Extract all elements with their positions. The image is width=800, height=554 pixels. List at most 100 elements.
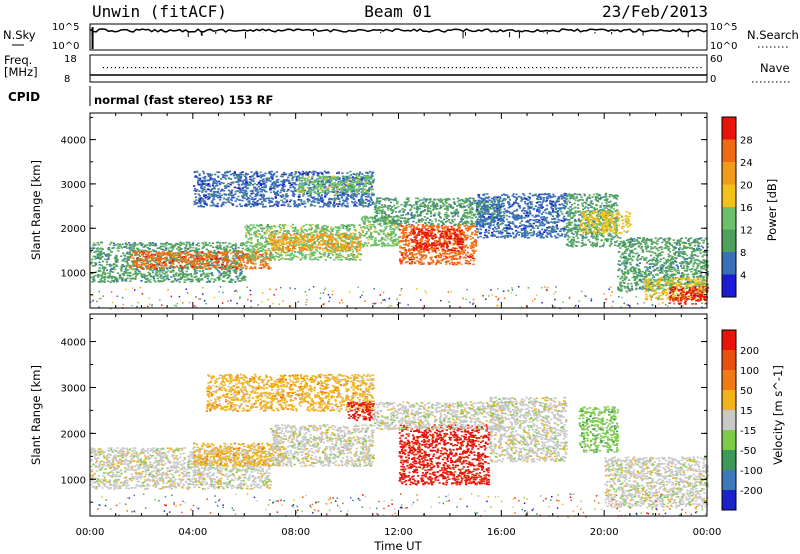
heatmap-cell-0-5 — [301, 189, 304, 191]
heatmap-cell-0-2 — [256, 240, 259, 243]
heatmap-cell-0-0 — [166, 277, 169, 280]
heatmap-cell-0-5 — [326, 192, 330, 194]
heatmap-cell-0-4 — [372, 193, 375, 195]
heatmap-cell-0-5 — [316, 188, 319, 191]
heatmap-cell-0-4 — [226, 184, 229, 187]
heatmap-cell-0-0 — [155, 270, 158, 273]
heatmap-cell-0-5 — [302, 184, 305, 187]
heatmap-cell-0-2 — [280, 258, 283, 260]
heatmap-cell-0-5 — [324, 190, 327, 192]
heatmap-cell-0-4 — [195, 202, 199, 204]
heatmap-cell-0-0 — [120, 247, 123, 249]
heatmap-cell-0-3 — [344, 236, 347, 238]
heatmap-cell-0-3 — [348, 236, 351, 238]
heatmap-cell-0-0 — [241, 247, 244, 250]
heatmap-cell-0-0 — [205, 275, 208, 278]
heatmap-cell-0-3 — [345, 245, 348, 248]
heatmap-cell-0-4 — [268, 200, 271, 203]
heatmap-cell-0-3 — [309, 240, 312, 243]
heatmap-cell-0-4 — [308, 171, 311, 173]
heatmap-cell-0-4 — [268, 197, 271, 199]
heatmap-cell-0-1 — [187, 260, 190, 262]
heatmap-cell-0-4 — [372, 194, 375, 196]
heatmap-cell-0-4 — [232, 174, 236, 177]
heatmap-cell-0-5 — [331, 185, 334, 188]
heatmap-cell-0-0 — [146, 244, 149, 246]
heatmap-cell-0-0 — [214, 279, 217, 281]
heatmap-cell-0-2 — [337, 246, 340, 249]
heatmap-cell-0-2 — [323, 255, 326, 257]
heatmap-cell-0-1 — [152, 255, 155, 257]
heatmap-cell-0-4 — [263, 182, 266, 185]
heatmap-cell-0-3 — [273, 249, 276, 252]
freq-point — [219, 67, 221, 69]
heatmap-cell-0-0 — [211, 274, 214, 277]
freq-point — [624, 67, 626, 69]
heatmap-cell-0-4 — [216, 202, 219, 205]
heatmap-cell-0-1 — [226, 256, 229, 259]
heatmap-cell-0-4 — [237, 190, 240, 192]
freq-point — [475, 67, 478, 69]
heatmap-cell-0-1 — [163, 253, 166, 255]
heatmap-cell-0-5 — [350, 186, 354, 189]
heatmap-cell-0-6 — [396, 243, 399, 245]
heatmap-cell-0-6 — [376, 244, 379, 246]
heatmap-cell-0-1 — [137, 250, 140, 253]
heatmap-cell-0-0 — [215, 260, 218, 263]
heatmap-cell-0-0 — [228, 280, 231, 283]
beam-title: Beam 01 — [364, 2, 431, 21]
heatmap-cell-0-6 — [380, 229, 383, 232]
heatmap-cell-0-0 — [148, 248, 151, 250]
heatmap-cell-0-0 — [113, 263, 116, 265]
heatmap-cell-0-3 — [277, 249, 281, 252]
heatmap-cell-0-0 — [151, 270, 154, 272]
heatmap-cell-0-2 — [294, 230, 297, 233]
heatmap-cell-0-3 — [295, 238, 298, 241]
heatmap-cell-0-4 — [224, 201, 227, 204]
heatmap-cell-0-5 — [325, 177, 328, 180]
heatmap-cell-0-4 — [266, 197, 269, 200]
heatmap-cell-0-2 — [305, 229, 308, 231]
heatmap-cell-0-4 — [352, 192, 355, 195]
heatmap-cell-0-2 — [313, 234, 316, 236]
heatmap-cell-0-2 — [248, 229, 251, 232]
heatmap-cell-0-2 — [326, 225, 329, 228]
heatmap-cell-0-1 — [165, 252, 168, 255]
heatmap-cell-0-0 — [103, 271, 107, 274]
freq-point — [548, 67, 550, 69]
heatmap-cell-0-2 — [270, 256, 273, 259]
heatmap-cell-0-5 — [297, 184, 300, 186]
heatmap-cell-0-2 — [301, 241, 305, 243]
heatmap-cell-0-5 — [308, 189, 311, 191]
heatmap-cell-0-2 — [358, 224, 361, 226]
heatmap-cell-0-0 — [204, 241, 207, 244]
heatmap-cell-0-2 — [282, 236, 285, 239]
heatmap-cell-0-0 — [110, 264, 113, 266]
heatmap-cell-0-0 — [242, 277, 245, 279]
heatmap-cell-0-3 — [323, 232, 326, 235]
heatmap-cell-0-2 — [350, 235, 354, 238]
heatmap-cell-0-6 — [367, 242, 370, 244]
heatmap-cell-0-2 — [347, 255, 350, 258]
heatmap-cell-0-0 — [202, 269, 205, 272]
heatmap-cell-0-1 — [241, 251, 244, 254]
heatmap-cell-0-4 — [214, 194, 217, 196]
heatmap-cell-0-5 — [349, 177, 352, 180]
heatmap-cell-0-1 — [144, 253, 147, 255]
heatmap-cell-0-3 — [300, 236, 303, 238]
heatmap-cell-0-5 — [369, 181, 372, 183]
freq-point — [407, 67, 409, 69]
heatmap-cell-0-1 — [177, 261, 180, 264]
heatmap-cell-0-2 — [257, 248, 260, 251]
heatmap-cell-0-2 — [253, 249, 256, 251]
heatmap-cell-0-0 — [242, 275, 245, 278]
heatmap-cell-0-2 — [275, 247, 278, 249]
heatmap-cell-0-6 — [366, 225, 369, 227]
heatmap-cell-0-0 — [237, 259, 240, 261]
heatmap-cell-0-0 — [231, 248, 234, 250]
heatmap-cell-0-4 — [200, 186, 203, 189]
heatmap-cell-0-2 — [312, 258, 315, 261]
heatmap-cell-0-0 — [180, 270, 183, 272]
heatmap-cell-0-2 — [267, 242, 270, 244]
heatmap-cell-0-4 — [300, 200, 303, 203]
